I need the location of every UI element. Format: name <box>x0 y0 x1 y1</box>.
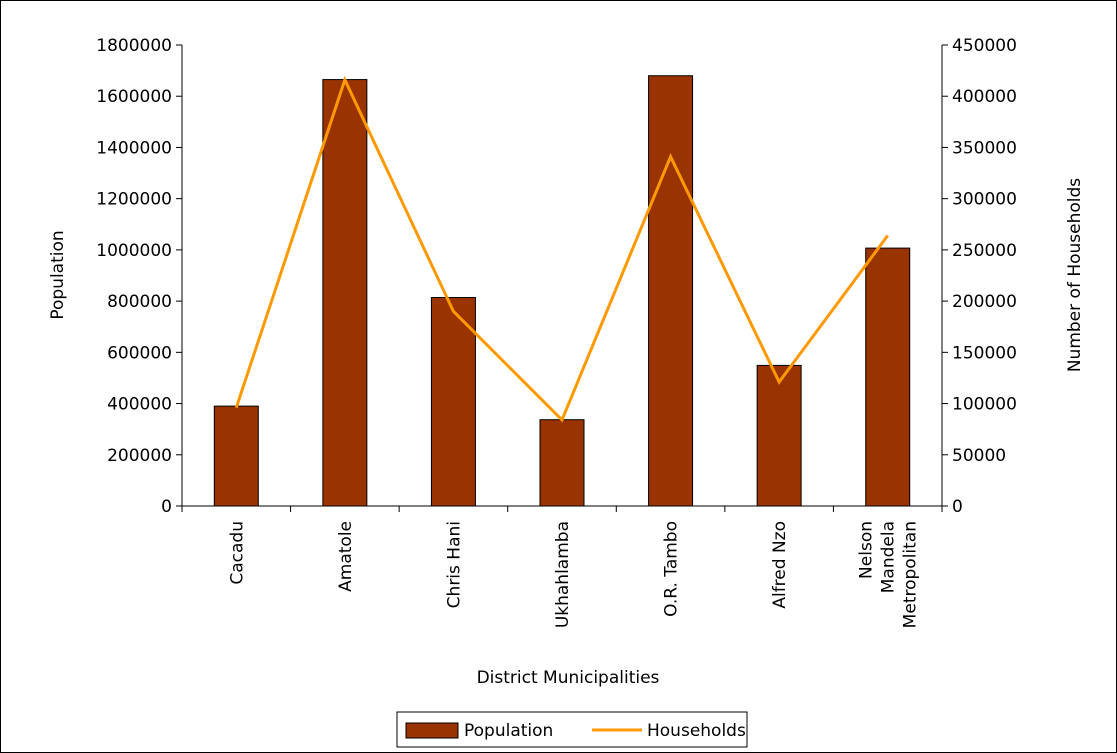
x-tick-label: O.R. Tambo <box>662 521 682 617</box>
y2-tick-label: 200000 <box>952 292 1017 312</box>
y2-tick-label: 0 <box>952 497 963 517</box>
x-tick-label: Chris Hani <box>444 521 464 608</box>
bar-population <box>865 247 911 507</box>
y-tick-label: 800000 <box>107 292 172 312</box>
x-tick-label: Amatole <box>336 521 356 592</box>
y2-tick-label: 350000 <box>952 138 1017 158</box>
y-tick-label: 1800000 <box>96 36 172 56</box>
y2-tick-label: 300000 <box>952 190 1017 210</box>
y2-tick-label: 100000 <box>952 395 1017 415</box>
legend: Population Households <box>396 711 748 748</box>
bars-layer <box>213 75 911 507</box>
y2-tick-label: 400000 <box>952 87 1017 107</box>
bar-population <box>756 364 802 507</box>
axes-layer <box>176 45 948 507</box>
line-layer <box>234 75 889 423</box>
y2-tick-label: 450000 <box>952 36 1017 56</box>
y2-tick-label: 50000 <box>952 446 1006 466</box>
bar-population <box>322 79 368 507</box>
legend-label-population: Population <box>464 721 553 741</box>
ticks-layer: 0200000400000600000800000100000012000001… <box>96 36 1017 517</box>
x-tick-label: Cacadu <box>227 521 247 585</box>
x-tick-label: Alfred Nzo <box>770 521 790 609</box>
labels-layer: Cacadu Amatole Chris Hani Ukhahlamba O.R. Ta… <box>227 521 920 628</box>
legend-label-households: Households <box>647 721 746 741</box>
x-tick-label: Mandela <box>879 521 899 593</box>
x-axis-title: District Municipalities <box>477 668 660 688</box>
y-tick-label: 1000000 <box>96 241 172 261</box>
bar-population <box>213 405 259 507</box>
y-tick-label: 200000 <box>107 446 172 466</box>
y-tick-label: 1600000 <box>96 87 172 107</box>
x-tick-label: Ukhahlamba <box>553 521 573 628</box>
y2-tick-label: 250000 <box>952 241 1017 261</box>
x-tick-label: Metropolitan <box>901 521 921 628</box>
y2-tick-label: 150000 <box>952 343 1017 363</box>
bar-population <box>539 419 585 507</box>
y-axis-title: Population <box>48 230 68 319</box>
bar-population <box>430 297 476 507</box>
x-tick-label: Nelson <box>857 521 877 579</box>
y2-axis-title: Number of Households <box>1065 178 1085 372</box>
y-tick-label: 1400000 <box>96 138 172 158</box>
y-tick-label: 0 <box>161 497 172 517</box>
y-tick-label: 1200000 <box>96 190 172 210</box>
bar-population <box>648 75 694 507</box>
y-tick-label: 400000 <box>107 395 172 415</box>
legend-swatch-population <box>405 722 459 739</box>
y-tick-label: 600000 <box>107 343 172 363</box>
